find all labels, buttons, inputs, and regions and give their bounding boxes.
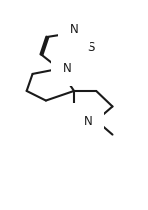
Text: N: N bbox=[63, 62, 72, 75]
Text: S: S bbox=[87, 41, 95, 54]
Text: N: N bbox=[84, 115, 92, 128]
Text: N: N bbox=[70, 23, 78, 36]
